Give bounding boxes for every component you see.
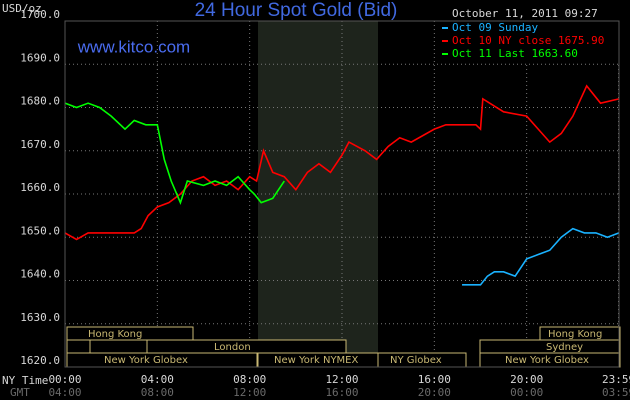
session-label: Hong Kong [88,329,142,340]
gmt-tick-label: 12:00 [233,386,266,399]
y-tick-label: 1630.0 [20,311,60,324]
lines [64,84,620,286]
y-tick-label: 1620.0 [20,354,60,367]
x-axis-label: NY Time [2,374,48,387]
y-tick-label: 1640.0 [20,268,60,281]
gmt-tick-label: 20:00 [418,386,451,399]
gmt-tick-label: 04:00 [48,386,81,399]
session-label: London [214,342,251,353]
session-label: Hong Kong [548,329,602,340]
session-box [66,326,194,341]
x-tick-label: 12:00 [325,373,358,386]
gmt-tick-label: 16:00 [325,386,358,399]
legend-label: Oct 10 NY close 1675.90 [452,34,604,47]
plot-frame [64,20,620,368]
series-line [462,227,620,286]
legend-box [438,4,622,62]
x-tick-label: 04:00 [141,373,174,386]
timestamp: October 11, 2011 09:27 [452,7,598,20]
x-tick-label: 00:00 [48,373,81,386]
gmt-tick-label: 03:59 [602,386,630,399]
y-tick-label: 1660.0 [20,181,60,194]
y-tick-label: 1670.0 [20,138,60,151]
y-tick-label: 1690.0 [20,51,60,64]
gmt-tick-label: 00:00 [510,386,543,399]
session-label: Sydney [546,342,583,353]
sessions: Hong Kong London New York Globex New Yor… [66,326,621,368]
series-line [64,84,620,241]
series-line [64,102,285,205]
x-tick-label: 23:59 [602,373,630,386]
legend-label: Oct 09 Sunday [452,21,538,34]
y-tick-label: 1650.0 [20,224,60,237]
session-box [66,339,91,354]
y-tick-label: 1700.0 [20,8,60,21]
session-label: New York Globex [104,355,188,366]
x-tick-label: 20:00 [510,373,543,386]
session-label: NY Globex [390,355,442,366]
x2-axis-label: GMT [10,386,30,399]
x-tick-label: 16:00 [418,373,451,386]
gmt-tick-label: 08:00 [141,386,174,399]
session-label: New York NYMEX [274,355,359,366]
chart-title: 24 Hour Spot Gold (Bid) [195,0,398,21]
session-label: New York Globex [505,355,589,366]
x-tick-label: 08:00 [233,373,266,386]
y-tick-label: 1680.0 [20,95,60,108]
y-axis-label: USD/oz [2,2,42,15]
legend-label: Oct 11 Last 1663.60 [452,47,578,60]
website: www.kitco.com [77,37,190,56]
